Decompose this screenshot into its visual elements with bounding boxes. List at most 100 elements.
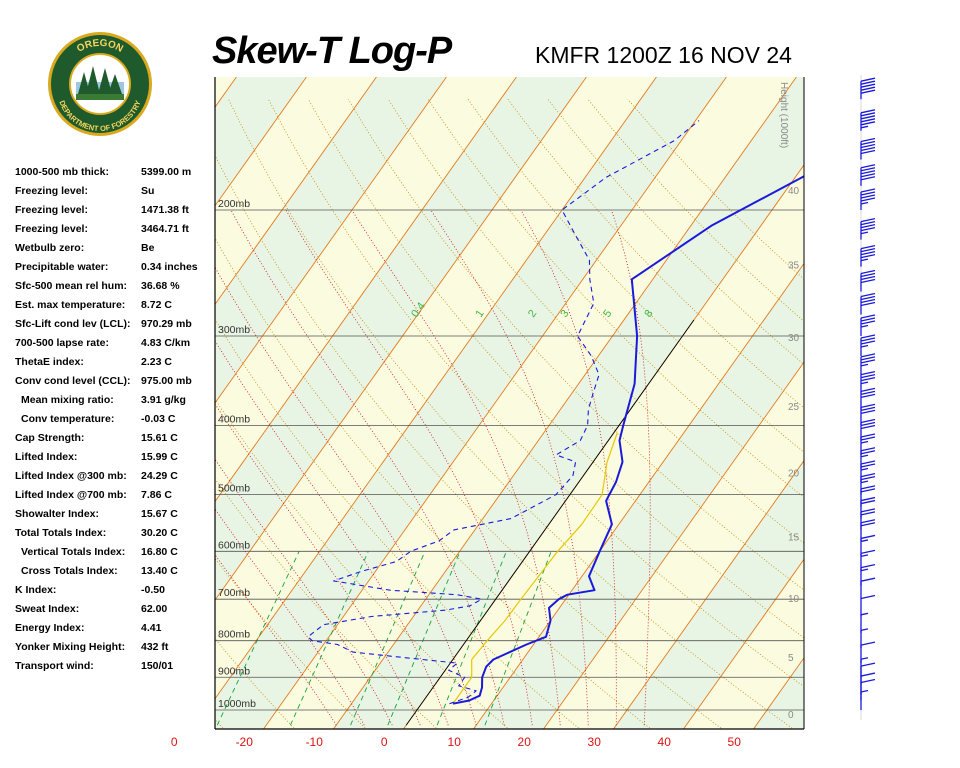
- stat-value: 3464.71 ft: [141, 223, 189, 235]
- wind-barb-flag: [860, 511, 876, 516]
- wind-barb-flag: [860, 121, 876, 126]
- moist-adiabat-line: [611, 209, 651, 726]
- stat-label: Est. max temperature:: [15, 299, 126, 311]
- moist-adiabat-line: [215, 508, 365, 726]
- wind-barb: [860, 496, 876, 519]
- stat-value: -0.03 C: [141, 413, 176, 425]
- stat-value: 24.29 C: [141, 470, 178, 482]
- wind-barb-flag: [860, 662, 876, 667]
- wind-barb-flag: [860, 292, 876, 298]
- wind-barb-flag: [860, 83, 876, 88]
- stat-value: 15.61 C: [141, 432, 178, 444]
- stat-value: 1471.38 ft: [141, 204, 189, 216]
- parcel-trace: [453, 432, 618, 703]
- wind-barb-half-flag: [860, 628, 869, 631]
- pressure-label: 200mb: [218, 198, 250, 210]
- mixing-ratio-line: [436, 551, 507, 726]
- mixing-ratio-line: [484, 551, 552, 726]
- wind-barb-flag: [860, 340, 876, 345]
- pressure-label: 400mb: [218, 413, 250, 425]
- wind-barb-flag: [860, 424, 876, 430]
- height-axis-label: Height (1000ft): [778, 82, 789, 148]
- height-label: 40: [788, 186, 800, 197]
- logo-top-text: OREGON: [75, 38, 125, 55]
- wind-barb: [860, 217, 876, 240]
- wind-barb-half-flag: [860, 440, 869, 444]
- stat-label: Conv cond level (CCL):: [15, 375, 131, 387]
- wind-barb-flag: [860, 577, 876, 582]
- pressure-label: 900mb: [218, 665, 250, 677]
- moist-adiabat-line: [520, 209, 617, 726]
- wind-barb-flag: [860, 314, 876, 319]
- wind-barb-flag: [860, 143, 876, 149]
- mixing-ratio-line: [290, 551, 369, 726]
- svg-text:OREGON: OREGON: [75, 38, 125, 55]
- temperature-trace: [452, 175, 804, 705]
- stat-value: 30.20 C: [141, 527, 178, 539]
- stat-value: Be: [141, 242, 155, 254]
- wind-barb-half-flag: [860, 539, 869, 543]
- wind-barb: [860, 508, 876, 530]
- stat-label: Mean mixing ratio:: [21, 394, 114, 406]
- wind-barb: [860, 370, 876, 393]
- stat-label: Freezing level:: [15, 204, 88, 216]
- dry-adiabat-line: [215, 478, 437, 729]
- stat-value: 7.86 C: [141, 489, 172, 501]
- wind-barb-flag: [860, 485, 876, 490]
- wind-barb-half-flag: [860, 344, 869, 348]
- wind-barb-flag: [860, 463, 876, 468]
- wind-barb-flag: [860, 188, 876, 193]
- wind-barb-flag: [860, 115, 876, 120]
- height-label: 5: [788, 653, 794, 664]
- moist-adiabat-line: [215, 554, 337, 726]
- wind-barb: [860, 594, 876, 617]
- wind-barb-flag: [860, 447, 876, 452]
- wind-barb-flag: [860, 254, 876, 259]
- x-tick-label: -20: [236, 735, 254, 749]
- x-tick-label: 10: [448, 735, 462, 749]
- height-label: 20: [788, 469, 800, 480]
- wind-barb-half-flag: [860, 657, 869, 660]
- stat-value: -0.50: [141, 584, 165, 596]
- wind-barb-flag: [860, 320, 876, 325]
- wind-barb-flag: [860, 278, 876, 284]
- mixing-ratio-label: 1: [473, 308, 486, 320]
- wind-barb-flag: [860, 194, 876, 199]
- moist-adiabat-line: [285, 209, 533, 726]
- stat-value: 4.83 C/km: [141, 337, 191, 349]
- isotherm-line: [263, 77, 727, 729]
- wind-barb-flag: [860, 275, 876, 281]
- wind-barb-half-flag: [860, 258, 869, 262]
- mixing-ratio-label: 8: [642, 308, 655, 320]
- temperature-band: [215, 77, 237, 108]
- x-tick-label: -10: [306, 735, 324, 749]
- wind-barb-half-flag: [860, 480, 869, 484]
- wind-barb-flag: [860, 534, 876, 540]
- isotherm-line: [215, 77, 447, 404]
- wind-barb-flag: [860, 594, 876, 600]
- wind-barb: [860, 109, 876, 131]
- wind-barb-flag: [860, 245, 876, 250]
- wind-barb: [860, 269, 876, 292]
- station-time-label: KMFR 1200Z 16 NOV 24: [535, 42, 792, 68]
- pressure-label: 600mb: [218, 539, 250, 551]
- wind-barb-flag: [860, 406, 876, 411]
- isotherm-line: [215, 77, 237, 108]
- wind-barb-half-flag: [860, 689, 869, 693]
- wind-barb: [860, 77, 876, 100]
- isotherm-line: [215, 77, 307, 207]
- pressure-label: 800mb: [218, 629, 250, 641]
- wind-barb-flag: [860, 641, 876, 646]
- height-label: 10: [788, 594, 800, 605]
- wind-barb-flag: [860, 149, 876, 155]
- pressure-label: 1000mb: [218, 698, 256, 710]
- isotherm-line: [0, 77, 166, 729]
- wind-barb-flag: [860, 191, 876, 196]
- wind-barb: [860, 549, 876, 572]
- dry-adiabat-line: [215, 398, 508, 729]
- isotherm-line: [215, 77, 587, 601]
- wind-barb-flag: [860, 359, 876, 364]
- wind-barb-flag: [860, 473, 876, 478]
- oregon-department-of-forestry-logo: OREGON DEPARTMENT OF FORESTRY: [46, 30, 154, 138]
- height-label: 35: [788, 261, 800, 272]
